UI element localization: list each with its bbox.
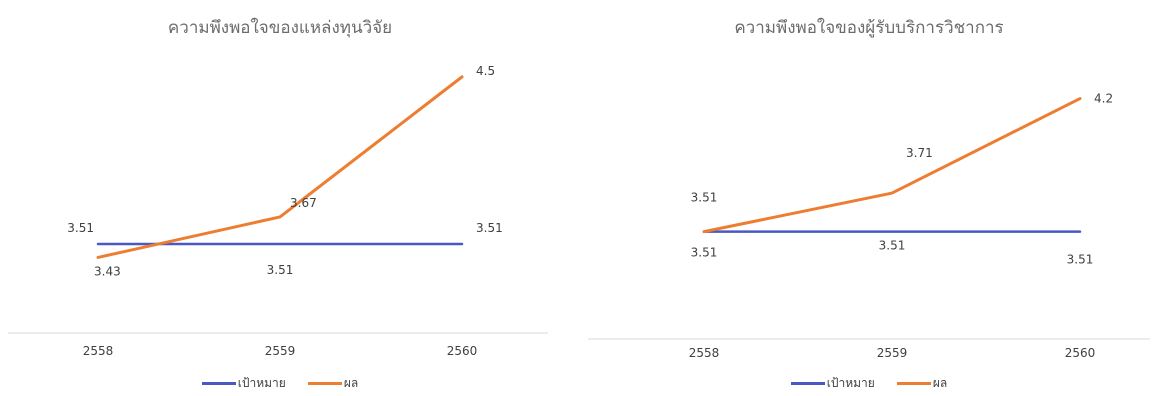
legend-swatch-target: [201, 382, 236, 385]
x-tick-label: 2560: [447, 344, 478, 358]
data-label: 3.51: [879, 239, 906, 253]
legend-item-result: ผล: [896, 374, 948, 393]
data-label: 3.51: [691, 246, 718, 260]
legend-item-target: เป้าหมาย: [201, 374, 286, 393]
data-label: 3.51: [67, 221, 94, 235]
data-label: 3.51: [476, 221, 503, 235]
chart-research-funding: ความพึงพอใจของแหล่งทุนวิจัย 2558 2559 2560…: [0, 0, 560, 396]
chart-title: ความพึงพอใจของแหล่งทุนวิจัย: [167, 18, 393, 38]
chart-legend: เป้าหมาย ผล: [580, 374, 1158, 393]
x-tick-label: 2558: [83, 344, 114, 358]
data-label: 3.43: [94, 264, 121, 278]
data-label: 4.5: [476, 64, 495, 78]
legend-item-result: ผล: [307, 374, 359, 393]
data-label: 3.71: [906, 146, 933, 160]
x-tick-label: 2559: [265, 344, 296, 358]
chart-academic-service: ความพึงพอใจของผู้รับบริการวิชาการ 2558 25…: [580, 0, 1158, 396]
data-label: 3.51: [1067, 253, 1094, 267]
legend-item-target: เป้าหมาย: [790, 374, 875, 393]
chart-plot-area: 2558 2559 2560 3.51 3.51 3.51 3.43 3.67 4.5: [8, 64, 548, 358]
series-line-result: [96, 75, 464, 259]
legend-label-result: ผล: [932, 376, 948, 390]
data-label: 3.51: [691, 191, 718, 205]
legend-swatch-result: [307, 382, 342, 385]
legend-swatch-result: [896, 382, 931, 385]
chart-title: ความพึงพอใจของผู้รับบริการวิชาการ: [734, 18, 1004, 38]
data-label: 3.67: [290, 196, 317, 210]
legend-label-target: เป้าหมาย: [826, 376, 875, 390]
chart-legend: เป้าหมาย ผล: [0, 374, 560, 393]
data-label: 3.51: [267, 263, 294, 277]
x-tick-label: 2559: [877, 346, 908, 360]
legend-label-result: ผล: [343, 376, 359, 390]
chart-plot-area: 2558 2559 2560 3.51 3.51 3.51 3.51 3.71 4.2: [588, 92, 1150, 360]
data-label: 4.2: [1094, 92, 1113, 106]
legend-label-target: เป้าหมาย: [237, 376, 286, 390]
x-tick-label: 2558: [689, 346, 720, 360]
x-tick-label: 2560: [1065, 346, 1096, 360]
legend-swatch-target: [790, 382, 825, 385]
series-line-result: [702, 97, 1082, 234]
